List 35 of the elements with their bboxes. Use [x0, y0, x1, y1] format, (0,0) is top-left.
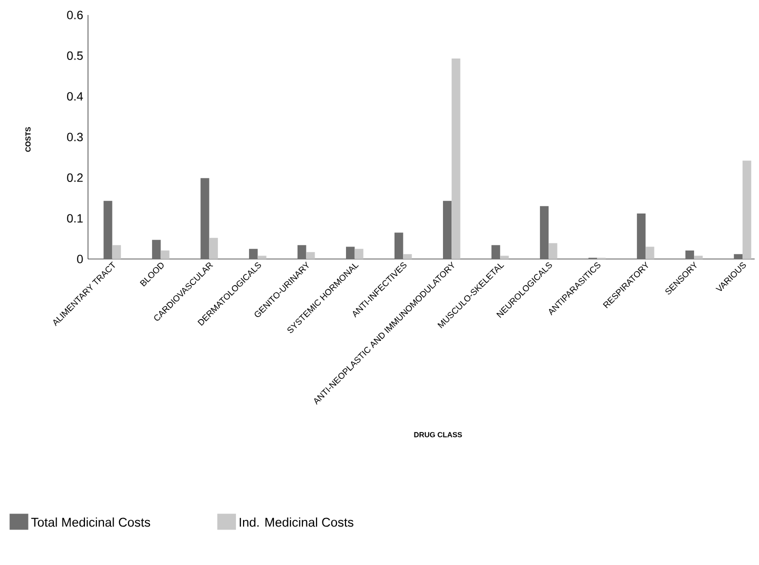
- y-tick-label: 0.6: [67, 10, 83, 20]
- bar: [200, 178, 210, 260]
- bar: [694, 256, 703, 260]
- bar: [452, 58, 460, 260]
- bar: [491, 245, 500, 260]
- bar: [346, 246, 355, 260]
- y-tick-label: 0: [77, 254, 83, 264]
- bar: [258, 256, 266, 260]
- bar: [636, 213, 646, 260]
- bar: [306, 252, 315, 260]
- bar: [548, 243, 558, 260]
- bar: [152, 240, 161, 260]
- bar: [500, 256, 509, 260]
- bar: [540, 206, 549, 260]
- bar: [112, 245, 121, 260]
- bar: [403, 254, 412, 260]
- bar: [249, 248, 258, 260]
- y-tick-label: 0.2: [67, 173, 83, 182]
- y-tick-label: 0.3: [67, 132, 83, 142]
- bar: [160, 250, 170, 260]
- y-tick-label: 0.1: [67, 214, 83, 223]
- bar: [394, 232, 404, 260]
- bar: [734, 254, 743, 260]
- bar: [685, 250, 694, 260]
- bar: [646, 246, 654, 260]
- bar: [298, 245, 306, 260]
- bar: [742, 160, 752, 260]
- y-tick-label: 0.5: [67, 51, 83, 60]
- y-tick-label: 0.4: [67, 92, 83, 101]
- bar: [354, 248, 364, 260]
- bar: [104, 200, 112, 260]
- legend-label: Total Medicinal Costs: [31, 517, 150, 527]
- legend-label: Ind. Medicinal Costs: [240, 517, 354, 527]
- bar: [442, 200, 452, 260]
- bar: [209, 238, 218, 260]
